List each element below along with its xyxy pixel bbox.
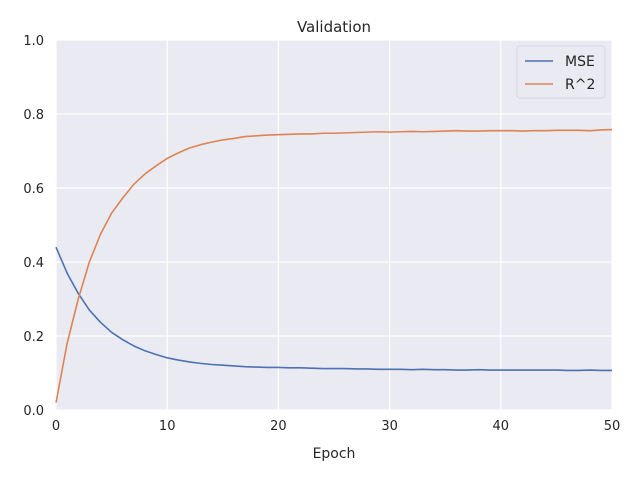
legend-label: R^2	[565, 77, 595, 93]
x-axis-label: Epoch	[313, 446, 356, 462]
series-line-mse	[55, 246, 612, 372]
y-tick-label: 0.6	[23, 182, 44, 197]
y-tick-label: 0.0	[23, 404, 44, 419]
chart-title: Validation	[297, 18, 371, 36]
x-tick-labels: 0 10 20 30 40 50	[52, 419, 620, 434]
plot-background	[56, 40, 612, 410]
series-lines	[55, 128, 613, 403]
y-tick-label: 0.8	[23, 108, 44, 123]
x-tick-label: 40	[493, 419, 510, 434]
x-tick-label: 30	[381, 419, 398, 434]
x-tick-label: 0	[52, 419, 60, 434]
legend-box	[516, 45, 606, 99]
x-tick-label: 10	[159, 419, 176, 434]
x-tick-label: 20	[270, 419, 287, 434]
legend-label: MSE	[565, 54, 595, 70]
legend: MSE R^2	[516, 45, 606, 99]
x-tick-label: 50	[604, 419, 621, 434]
y-tick-labels: 0.0 0.2 0.4 0.6 0.8 1.0	[23, 34, 44, 419]
y-tick-label: 0.4	[23, 256, 44, 271]
y-tick-label: 1.0	[23, 34, 44, 49]
gridlines	[55, 39, 613, 411]
series-line-r2	[55, 128, 613, 403]
y-tick-label: 0.2	[23, 330, 44, 345]
